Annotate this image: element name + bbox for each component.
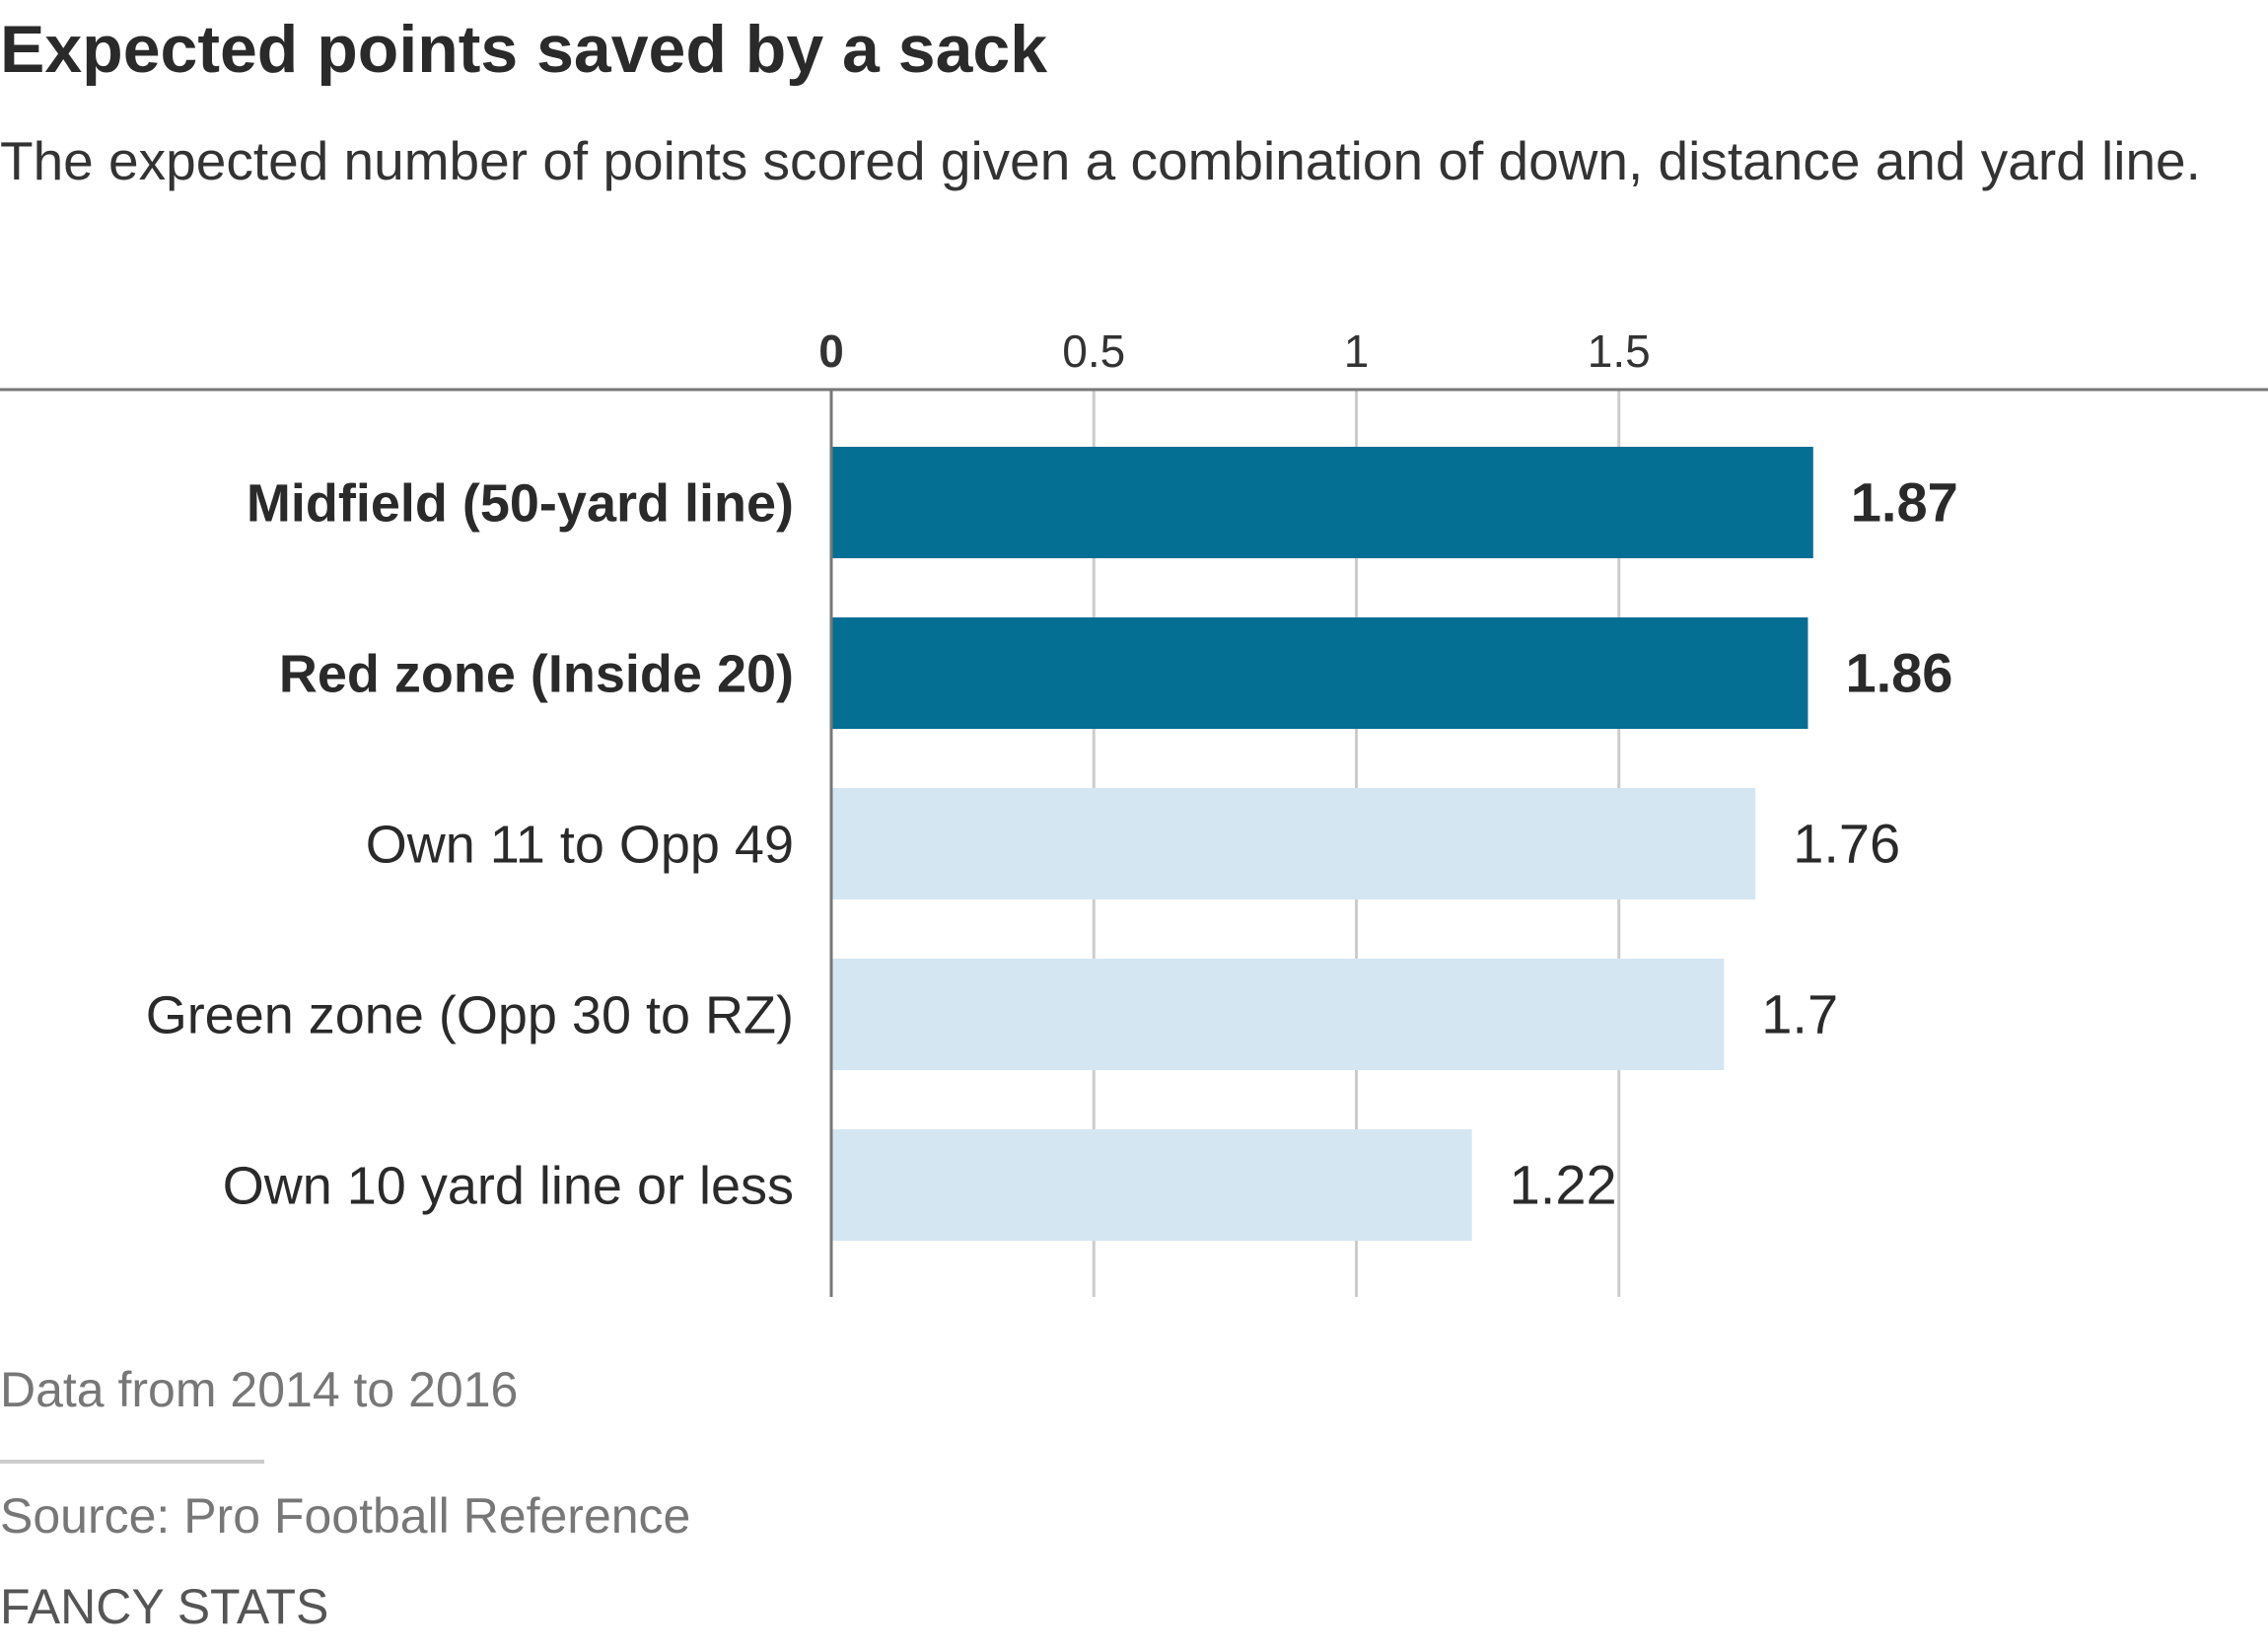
- bar: [831, 447, 1813, 558]
- value-label: 1.86: [1845, 642, 1952, 704]
- bar-chart: 0 0.5 1 1.5 Midfield (50-yard line) 1.87 Red z…: [0, 325, 2268, 1297]
- bar: [831, 788, 1756, 899]
- value-label: 1.76: [1793, 813, 1900, 875]
- source-credit: Source: Pro Football Reference: [0, 1488, 691, 1544]
- bar: [831, 617, 1808, 729]
- category-label: Red zone (Inside 20): [279, 645, 794, 704]
- footer-divider: [0, 1460, 264, 1464]
- category-label: Own 11 to Opp 49: [366, 816, 794, 875]
- category-label: Own 10 yard line or less: [223, 1157, 794, 1216]
- category-label: Green zone (Opp 30 to RZ): [146, 986, 794, 1045]
- category-label: Midfield (50-yard line): [247, 474, 794, 534]
- chart-subtitle: The expected number of points scored giv…: [0, 130, 2201, 191]
- data-note: Data from 2014 to 2016: [0, 1362, 519, 1417]
- bar: [831, 1129, 1472, 1241]
- publisher-credit: FANCY STATS: [0, 1579, 329, 1634]
- x-tick-label: 1: [1344, 325, 1370, 377]
- value-label: 1.7: [1761, 983, 1838, 1045]
- bar: [831, 959, 1725, 1070]
- value-label: 1.22: [1510, 1154, 1617, 1216]
- chart-title: Expected points saved by a sack: [0, 12, 1048, 87]
- x-tick-label: 0: [818, 325, 844, 377]
- x-tick-label: 1.5: [1588, 325, 1651, 377]
- x-tick-label: 0.5: [1062, 325, 1125, 377]
- value-label: 1.87: [1851, 471, 1958, 534]
